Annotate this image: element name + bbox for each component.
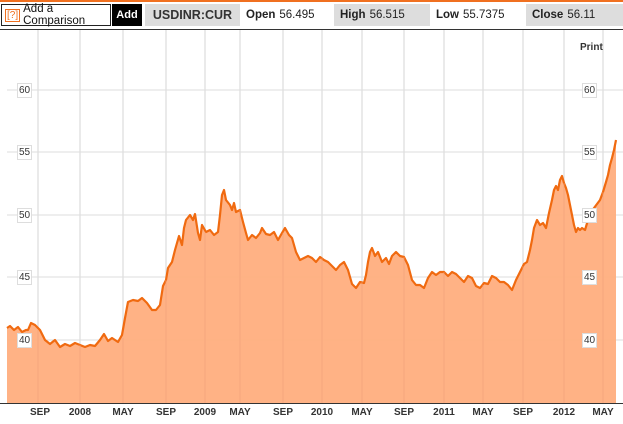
price-line xyxy=(6,139,618,349)
x-tick-2012: 2012 xyxy=(552,407,576,418)
price-chart xyxy=(6,30,623,403)
x-tick-2009: 2009 xyxy=(193,407,217,418)
y-tick-left-40: 40 xyxy=(17,333,33,348)
x-tick-2011: 2011 xyxy=(433,407,455,418)
top-accent-line xyxy=(0,0,623,2)
y-tick-right-55: 55 xyxy=(582,145,598,160)
x-tick-2010: 2010 xyxy=(310,407,334,418)
low-value: 55.7375 xyxy=(463,9,505,21)
y-tick-right-45: 45 xyxy=(582,270,598,285)
y-tick-right-60: 60 xyxy=(582,83,598,98)
price-area xyxy=(7,140,616,403)
help-icon[interactable]: [?] xyxy=(5,8,21,22)
toolbar-divider xyxy=(0,29,623,30)
x-tick-may-2009: MAY xyxy=(229,407,251,418)
add-comparison-label: Add a Comparison xyxy=(23,3,86,27)
close-stat: Close 56.11 xyxy=(526,4,623,26)
x-tick-sep-2011: SEP xyxy=(512,407,534,418)
low-label: Low xyxy=(436,9,459,21)
y-tick-left-55: 55 xyxy=(17,145,33,160)
y-tick-left-50: 50 xyxy=(17,208,33,223)
print-link[interactable]: Print xyxy=(580,42,603,53)
x-tick-sep-2009: SEP xyxy=(272,407,294,418)
open-label: Open xyxy=(246,9,276,21)
y-tick-left-45: 45 xyxy=(17,270,33,285)
x-axis-line xyxy=(0,403,623,404)
close-label: Close xyxy=(532,9,564,21)
x-tick-sep-2008: SEP xyxy=(155,407,177,418)
x-tick-2008: 2008 xyxy=(68,407,92,418)
x-tick-sep-2010: SEP xyxy=(393,407,415,418)
x-tick-may-2010: MAY xyxy=(351,407,373,418)
open-value: 56.495 xyxy=(279,9,315,21)
add-button[interactable]: Add xyxy=(112,4,142,26)
y-tick-left-60: 60 xyxy=(17,83,33,98)
y-tick-right-50: 50 xyxy=(582,208,598,223)
x-tick-sep-2007: SEP xyxy=(29,407,51,418)
open-stat: Open 56.495 xyxy=(240,4,328,26)
symbol-label: USDINR:CUR xyxy=(145,4,240,26)
high-value: 56.515 xyxy=(369,9,405,21)
high-label: High xyxy=(340,9,366,21)
x-tick-may-2008: MAY xyxy=(112,407,134,418)
low-stat: Low 55.7375 xyxy=(430,4,520,26)
x-tick-may-2011: MAY xyxy=(472,407,494,418)
gridlines-over-area xyxy=(37,183,604,403)
add-comparison-input[interactable]: [?] Add a Comparison xyxy=(1,3,111,27)
y-tick-right-40: 40 xyxy=(582,333,598,348)
close-value: 56.11 xyxy=(567,9,596,21)
high-stat: High 56.515 xyxy=(334,4,430,26)
x-tick-may-2012: MAY xyxy=(592,407,614,418)
